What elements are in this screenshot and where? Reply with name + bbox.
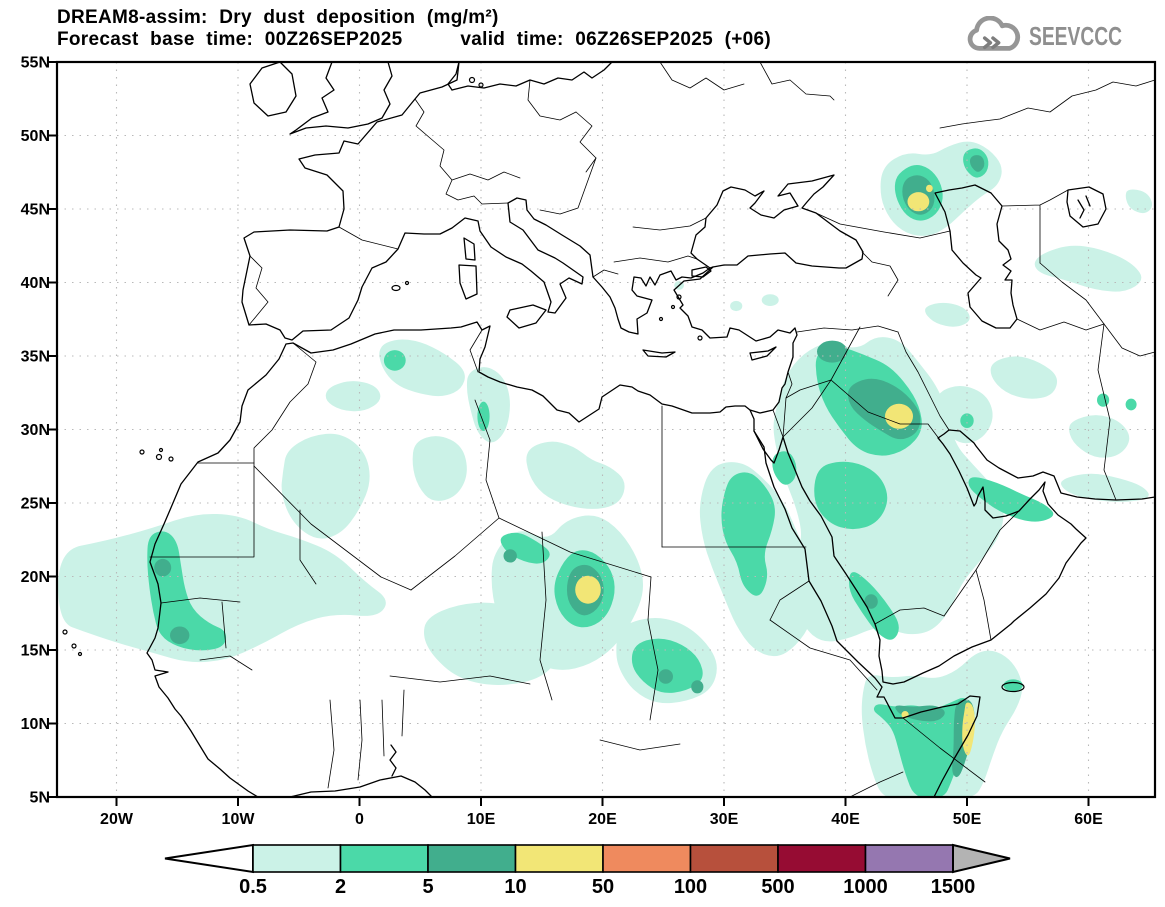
colorbar-segment [689,844,779,873]
axis-ticks [48,61,1090,806]
colorbar-right-arrow [952,843,1011,874]
lon-label: 10W [222,811,256,828]
makran-coast-patch [1061,473,1149,502]
colorbar-segment [514,844,604,873]
algeria-green-spot [383,350,406,371]
chad-yellow-core [575,575,601,604]
coastlines [146,62,1155,797]
colorbar-label: 1500 [931,876,976,898]
colorbar-label: 5 [422,876,433,898]
anatolia-dot-2 [730,300,743,312]
sudan-dark-spot-1 [658,669,673,684]
lon-label: 50E [953,811,982,828]
lon-label: 20E [588,811,617,828]
colorbar-segment [864,844,954,873]
socotra-green [1003,679,1023,692]
caucasus-yellow [907,192,930,212]
iran-green-dot-2 [1125,398,1137,411]
lat-label: 30N [21,422,50,439]
colorbar-segment [777,844,867,873]
lat-label: 35N [21,349,50,366]
colorbar-label: 2 [335,876,346,898]
mali-algeria-patch [281,433,370,539]
colorbar-segment [427,844,517,873]
lon-label: 0 [355,811,364,828]
kazakh-ne-patch [1125,189,1153,214]
cloud-icon [968,16,1021,51]
colorbar-label: 100 [674,876,707,898]
volga-dark-lobe [969,155,985,172]
egypt-red-sea-green [721,472,775,596]
asir-dark-spot [864,594,878,609]
libya-interior-patch [526,441,625,509]
atlantic-west-africa [58,513,386,663]
libya-sw-green-arm [500,532,550,564]
colorbar-label: 10 [504,876,526,898]
colorbar: 0.5 2 5 10 50 100 500 1000 1500 [164,843,1011,898]
chart-title: DREAM8-assim: Dry dust deposition (mg/m²… [57,7,499,28]
anatolia-dot-1 [761,294,779,306]
iraq-saudi-yellow [885,403,913,429]
lon-label: 60E [1074,811,1103,828]
colorbar-label: 50 [592,876,614,898]
logo-text: SEEVCCC [1029,20,1123,51]
senegal-dark-spot-2 [170,626,190,645]
lon-label: 10E [467,811,496,828]
lon-label: 30E [710,811,739,828]
algeria-central-patch [412,436,467,501]
colorbar-label: 500 [761,876,794,898]
colorbar-segment [339,844,429,873]
morocco-algeria-border-patch [325,381,381,412]
iran-central-patch-2 [1069,415,1130,458]
sudan-green-band [631,638,703,693]
colorbar-segment [252,844,342,873]
country-borders [149,62,1155,797]
tunisia-libya-band [466,367,510,443]
zagros-green-dot [960,413,974,429]
saudi-central-green [814,461,888,530]
chart-subtitle: Forecast base time: 00Z26SEP2025 valid t… [57,29,771,50]
tunisia-libya-green-spot [477,401,490,431]
lon-label: 20W [100,811,134,828]
dust-contour-fills [58,141,1153,797]
colorbar-label: 1000 [843,876,888,898]
iran-green-dot-1 [1097,393,1110,407]
turkmenistan-band [1034,245,1142,292]
lat-label: 40N [21,275,50,292]
graticule [57,62,1155,797]
lat-label: 55N [21,55,50,72]
gulf-uae-green [968,477,1054,522]
iran-central-patch-1 [990,356,1058,399]
lat-label: 15N [21,643,50,660]
seevccc-logo: SEEVCCC [963,16,1155,56]
azerbaijan-iran-patch [925,302,970,327]
lat-label: 25N [21,496,50,513]
islands [62,62,1025,693]
sudan-dark-spot-2 [691,680,704,694]
caucasus-yellow-dot [926,184,933,193]
lat-label: 45N [21,202,50,219]
lat-label: 10N [21,716,50,733]
somalia-yellow-strip [962,702,975,756]
colorbar-label: 0.5 [239,876,267,898]
lat-label: 5N [30,790,50,807]
lon-label: 40E [831,811,860,828]
syria-iraq-dark [817,340,848,363]
colorbar-left-arrow [164,843,254,874]
lat-label: 50N [21,128,50,145]
senegal-dark-spot-1 [154,558,172,577]
libya-sw-dark-spot [503,549,517,563]
lat-label: 20N [21,569,50,586]
colorbar-segment [602,844,692,873]
axis-labels: 55N 50N 45N 40N 35N 30N 25N 20N 15N 10N 5N 20W 10W 0 1… [21,55,1103,829]
